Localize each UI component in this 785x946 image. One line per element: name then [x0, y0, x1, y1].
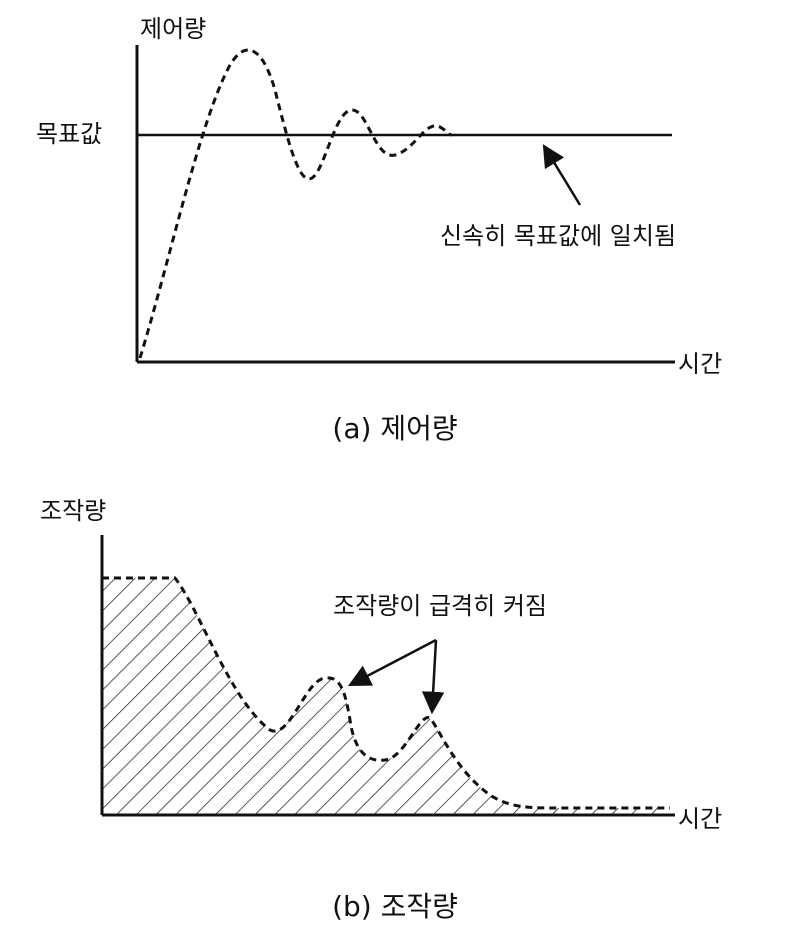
- target-label: 목표값: [36, 120, 102, 148]
- response-curve: [138, 48, 453, 359]
- y-label: 제어량: [140, 15, 206, 43]
- caption: (b) 조작량: [332, 890, 458, 923]
- x-label: 시간: [678, 805, 722, 833]
- panel-b: [100, 535, 675, 817]
- annotation-arrow: [542, 144, 582, 206]
- panel-a: [135, 45, 675, 364]
- manipulated-curve: [102, 576, 670, 810]
- annotation-arrow: [421, 639, 445, 715]
- caption: (a) 제어량: [332, 412, 457, 445]
- annotation: 조작량이 급격히 커짐: [333, 592, 547, 620]
- hatched-area: [102, 578, 670, 815]
- x-label: 시간: [678, 350, 722, 378]
- y-label: 조작량: [40, 497, 106, 525]
- annotation-arrow: [348, 638, 437, 687]
- annotation: 신속히 목표값에 일치됨: [440, 222, 676, 250]
